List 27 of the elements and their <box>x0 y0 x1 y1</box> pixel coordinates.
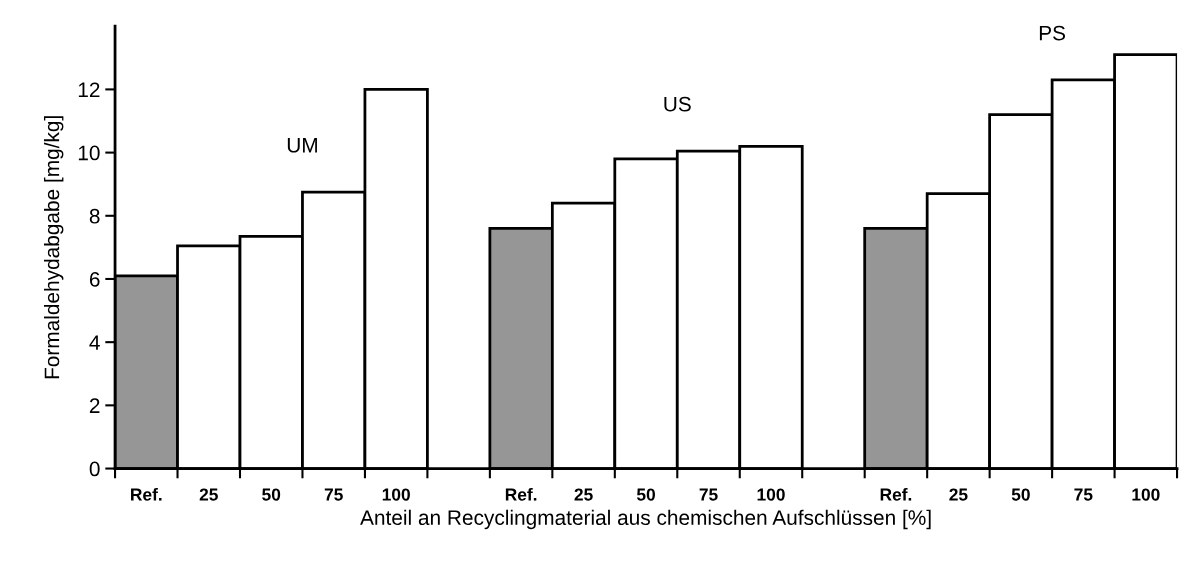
annotation: UM <box>287 138 317 153</box>
x-tick-label: 100 <box>1132 488 1160 501</box>
annotation: US <box>664 96 691 112</box>
x-tick-label: Ref. <box>131 487 162 501</box>
y-tick-label: 12 <box>78 82 100 97</box>
x-tick-label: 25 <box>199 488 218 501</box>
annotation: PS <box>1039 25 1066 41</box>
x-axis-title: Anteil an Recyclingmaterial aus chemischen Aufschlüssen [%] <box>360 509 931 530</box>
x-tick-label: Ref. <box>880 487 912 501</box>
x-tick-label: 50 <box>636 488 655 501</box>
y-tick-label: 2 <box>89 398 100 413</box>
x-tick-label: 25 <box>949 488 968 501</box>
y-tick-label: 6 <box>89 271 100 287</box>
x-tick-label: 75 <box>699 488 718 501</box>
x-tick-label: 50 <box>262 488 281 501</box>
x-tick-label: 75 <box>324 488 343 501</box>
y-tick-label: 4 <box>89 335 100 350</box>
y-axis-title: Formaldehydabgabe [mg/kg] <box>43 116 64 379</box>
x-tick-label: 100 <box>757 488 785 501</box>
x-tick-label: 100 <box>382 488 410 501</box>
y-tick-label: 8 <box>89 208 100 224</box>
y-tick-label: 0 <box>89 461 100 477</box>
x-tick-label: Ref. <box>505 487 537 501</box>
x-tick-label: 75 <box>1074 488 1093 501</box>
y-tick-label: 10 <box>78 145 100 161</box>
x-tick-label: 50 <box>1011 488 1030 501</box>
x-tick-label: 25 <box>574 488 593 501</box>
